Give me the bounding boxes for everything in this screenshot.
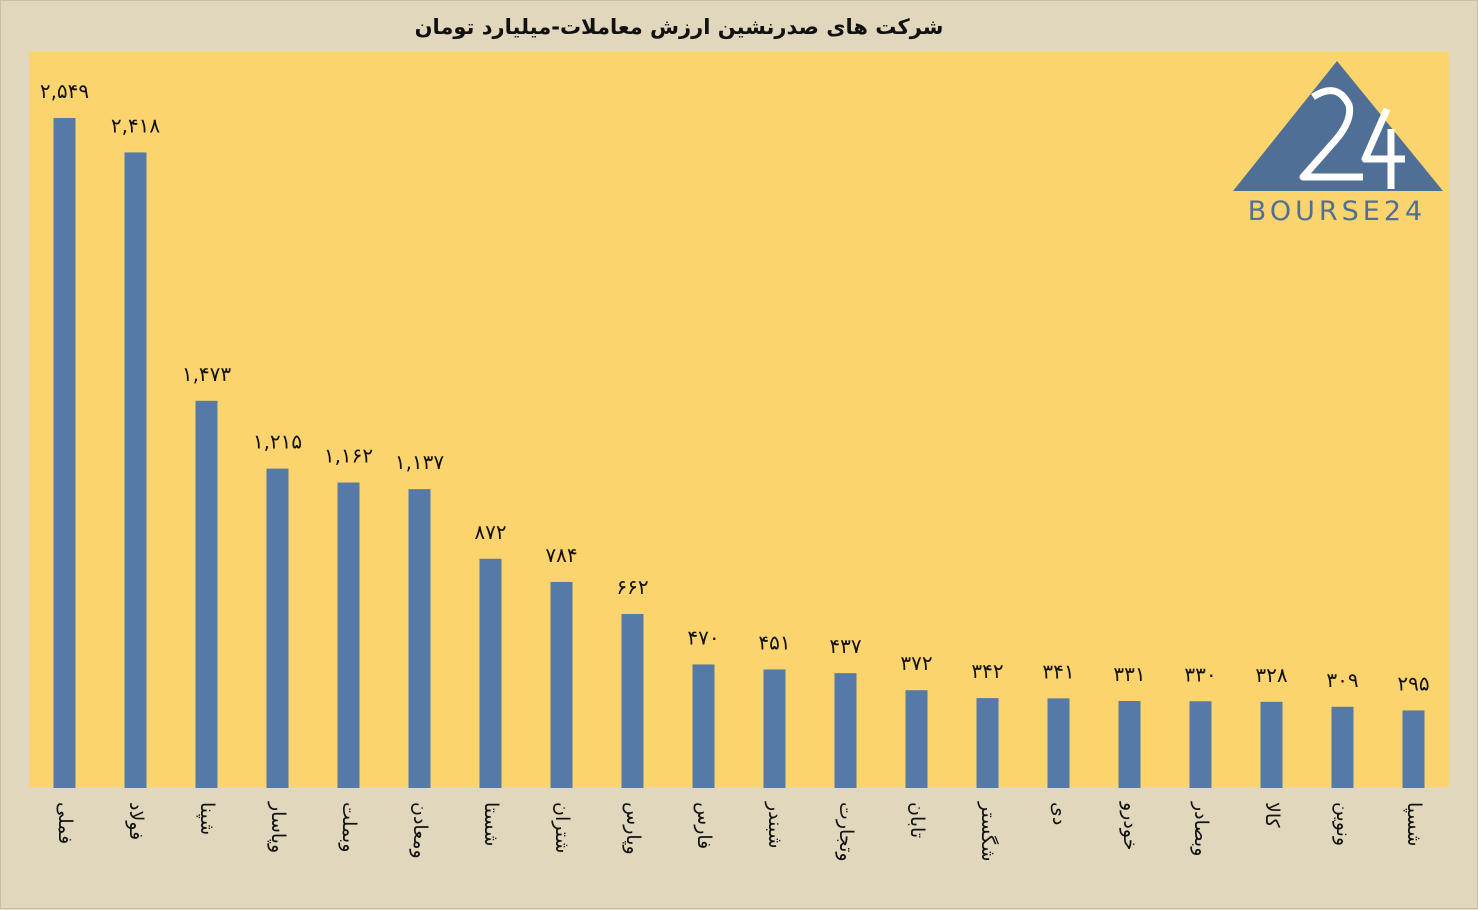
category-label-16: وبصادر [1190,801,1212,856]
value-label-12: ۳۷۲ [900,651,932,675]
value-label-1: ۲,۴۱۸ [111,113,161,137]
logo-text: BOURSE24 [1247,196,1427,227]
category-label-11: وتجارت [835,802,857,862]
bourse24-logo [1233,61,1443,191]
category-label-13: شگستر [977,801,1000,862]
category-label-19: شسپا [1403,802,1425,846]
bar-4 [337,482,360,788]
plot-area [29,52,1449,788]
bar-12 [905,690,928,788]
category-label-9: فارس [693,802,715,849]
category-label-6: شستا [480,802,502,846]
category-label-17: کالا [1261,802,1283,829]
category-label-7: شتران [551,802,573,853]
value-label-6: ۸۷۲ [474,520,506,544]
value-label-18: ۳۰۹ [1326,668,1358,692]
value-labels-group: ۲,۵۴۹ ۲,۴۱۸ ۱,۴۷۳ ۱,۲۱۵ ۱,۱۶۲ ۱,۱۳۷ ۸۷۲ ۷۸۴ ۶۶۲ ۴… [40,79,1430,695]
category-label-5: ومعادن [409,802,431,859]
value-label-11: ۴۳۷ [829,634,861,658]
bar-9 [692,664,715,788]
value-label-8: ۶۶۲ [616,575,648,599]
category-label-3: وپاسار [267,801,289,853]
bar-17 [1260,701,1283,788]
bar-2 [195,400,218,788]
value-label-2: ۱,۴۷۳ [182,362,232,386]
value-label-13: ۳۴۲ [971,659,1003,683]
bar-10 [763,669,786,788]
bar-15 [1118,700,1141,788]
bar-11 [834,673,857,788]
chart-title: شرکت های صدرنشین ارزش معاملات-میلیارد تو… [414,15,944,39]
category-label-8: وپارس [622,802,644,855]
bar-3 [266,468,289,788]
bar-13 [976,698,999,788]
value-label-0: ۲,۵۴۹ [40,79,89,103]
value-label-14: ۳۴۱ [1042,659,1074,683]
category-label-10: شبندر [764,801,786,849]
category-label-4: وبملت [338,802,360,852]
category-label-0: فملی [54,802,76,844]
value-label-9: ۴۷۰ [687,625,719,649]
value-label-5: ۱,۱۳۷ [395,450,445,474]
value-label-4: ۱,۱۶۲ [324,444,373,468]
bar-0 [53,117,76,788]
category-label-14: دی [1048,802,1070,825]
value-label-17: ۳۲۸ [1255,663,1287,687]
category-labels-group: فملی فولاد شپنا وپاسار وبملت ومعادن شستا شتران و… [54,801,1425,862]
category-label-18: ونوین [1332,802,1354,846]
category-label-1: فولاد [125,802,147,840]
bar-7 [550,581,573,788]
category-label-2: شپنا [196,802,218,835]
value-label-15: ۳۳۱ [1113,662,1145,686]
bar-8 [621,613,644,788]
value-label-19: ۲۹۵ [1397,671,1429,695]
value-label-16: ۳۳۰ [1184,662,1216,686]
bar-14 [1047,698,1070,788]
value-label-7: ۷۸۴ [545,543,577,567]
bar-5 [408,489,431,788]
bars-group [53,117,1425,788]
bar-1 [124,152,147,788]
value-label-3: ۱,۲۱۵ [253,430,302,454]
bar-6 [479,558,502,788]
bar-16 [1189,701,1212,788]
category-label-15: خودرو [1119,801,1141,850]
value-label-10: ۴۵۱ [758,630,790,654]
bar-18 [1331,706,1354,788]
bar-19 [1402,710,1425,788]
category-label-12: تابان [906,802,928,838]
